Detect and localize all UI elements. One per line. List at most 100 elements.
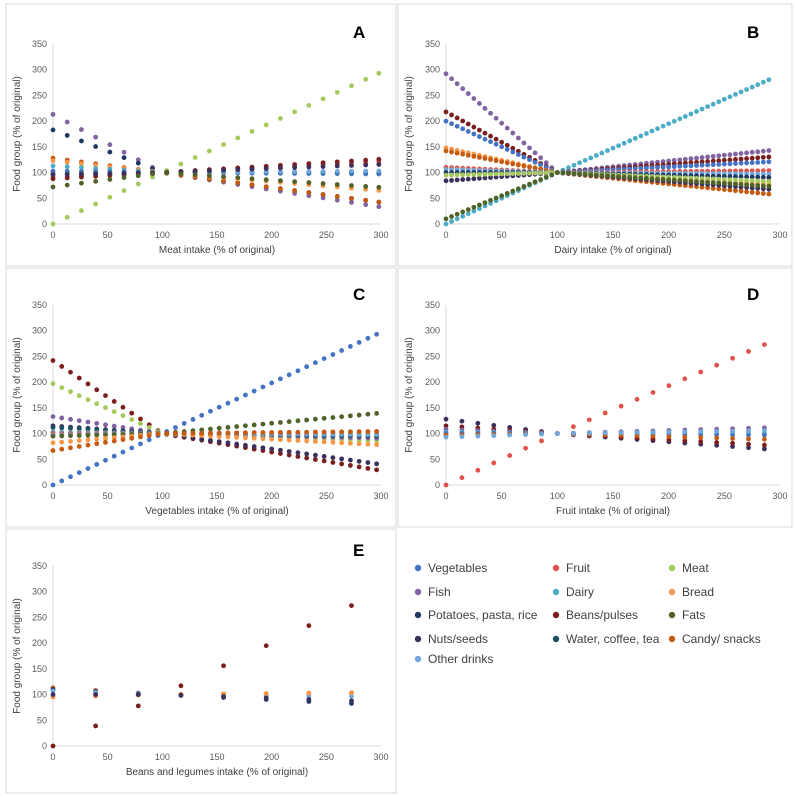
data-point xyxy=(190,430,196,436)
data-point xyxy=(234,396,240,402)
data-point xyxy=(521,154,527,160)
panel-letter: E xyxy=(353,541,364,560)
data-point xyxy=(365,335,371,341)
data-point xyxy=(499,159,505,165)
y-tick-label: 100 xyxy=(32,690,47,700)
panel-b: 0 50 100 150 200 250 300 350 0 50 100 150 200 250 300 D… xyxy=(397,3,793,267)
data-point xyxy=(321,458,327,464)
data-point xyxy=(68,425,73,431)
data-point xyxy=(330,352,336,357)
data-point xyxy=(727,177,733,183)
data-point xyxy=(85,432,91,438)
data-point xyxy=(85,437,91,443)
data-point xyxy=(50,163,56,169)
data-point xyxy=(532,179,538,185)
data-point xyxy=(730,428,735,434)
data-point xyxy=(632,135,638,141)
data-point xyxy=(605,173,610,179)
data-point xyxy=(363,184,369,189)
data-point xyxy=(721,161,727,167)
data-point xyxy=(349,168,354,174)
data-point xyxy=(208,426,213,432)
data-point xyxy=(666,164,672,170)
legend-item: Beans/pulses xyxy=(552,608,638,622)
data-point xyxy=(443,221,449,227)
data-point xyxy=(64,171,70,177)
data-point xyxy=(129,445,135,451)
data-point xyxy=(111,399,117,404)
data-point xyxy=(705,154,711,160)
data-point xyxy=(632,175,638,181)
data-point xyxy=(449,219,454,224)
x-tick-label: 50 xyxy=(103,491,113,501)
data-point xyxy=(760,154,766,160)
data-point xyxy=(208,408,213,414)
panel-border xyxy=(5,267,397,528)
data-point xyxy=(260,384,266,390)
data-point xyxy=(760,171,766,177)
data-point xyxy=(766,159,772,165)
data-point xyxy=(76,433,82,438)
legend-label: Dairy xyxy=(566,585,594,599)
data-point xyxy=(488,157,493,163)
data-point xyxy=(249,182,255,188)
data-point xyxy=(599,173,605,178)
data-point xyxy=(68,445,73,451)
legend-label: Vegetables xyxy=(428,561,487,575)
data-point xyxy=(671,164,677,170)
data-point xyxy=(477,206,482,211)
data-point xyxy=(488,133,493,139)
y-axis-title: Food group (% of original) xyxy=(404,76,415,192)
data-point xyxy=(85,466,91,471)
data-point xyxy=(79,171,84,177)
data-point xyxy=(365,460,371,465)
data-point xyxy=(225,440,231,446)
data-point xyxy=(727,187,733,193)
data-point xyxy=(103,439,108,445)
data-point xyxy=(727,152,733,158)
legend-marker xyxy=(552,564,560,572)
data-point xyxy=(760,178,766,184)
x-tick-label: 250 xyxy=(319,491,334,501)
data-point xyxy=(504,171,510,177)
x-tick-label: 250 xyxy=(717,491,732,501)
data-point xyxy=(243,430,248,436)
data-point xyxy=(477,134,482,139)
data-point xyxy=(349,603,354,608)
data-point xyxy=(543,160,549,166)
legend-item: Water, coffee, tea xyxy=(552,632,660,646)
y-tick-label: 150 xyxy=(32,403,47,413)
data-point xyxy=(477,101,482,106)
data-point xyxy=(621,174,627,180)
data-point xyxy=(721,177,727,182)
data-point xyxy=(330,415,336,420)
data-point xyxy=(521,140,527,146)
data-point xyxy=(135,181,141,187)
data-point xyxy=(733,92,738,97)
data-point xyxy=(278,437,283,443)
data-point xyxy=(699,176,705,181)
legend-item: Fats xyxy=(668,608,705,622)
x-tick-label: 250 xyxy=(319,752,334,762)
data-point xyxy=(710,158,716,164)
legend-label: Bread xyxy=(682,585,714,599)
data-point xyxy=(602,430,608,436)
data-point xyxy=(178,161,184,167)
data-point xyxy=(199,412,205,418)
data-point xyxy=(349,183,354,188)
legend-item: Nuts/seeds xyxy=(414,632,488,646)
data-point xyxy=(278,178,283,184)
series-fats xyxy=(443,170,772,222)
y-tick-label: 0 xyxy=(435,480,440,490)
data-point xyxy=(499,139,505,145)
data-point xyxy=(577,160,582,166)
data-point xyxy=(760,148,766,154)
panel-letter: D xyxy=(747,285,759,304)
data-point xyxy=(744,156,749,161)
data-point xyxy=(688,111,694,117)
data-point xyxy=(760,79,766,85)
data-point xyxy=(120,449,126,455)
data-point xyxy=(649,176,655,182)
y-tick-label: 200 xyxy=(32,638,47,648)
legend-marker xyxy=(668,611,676,619)
